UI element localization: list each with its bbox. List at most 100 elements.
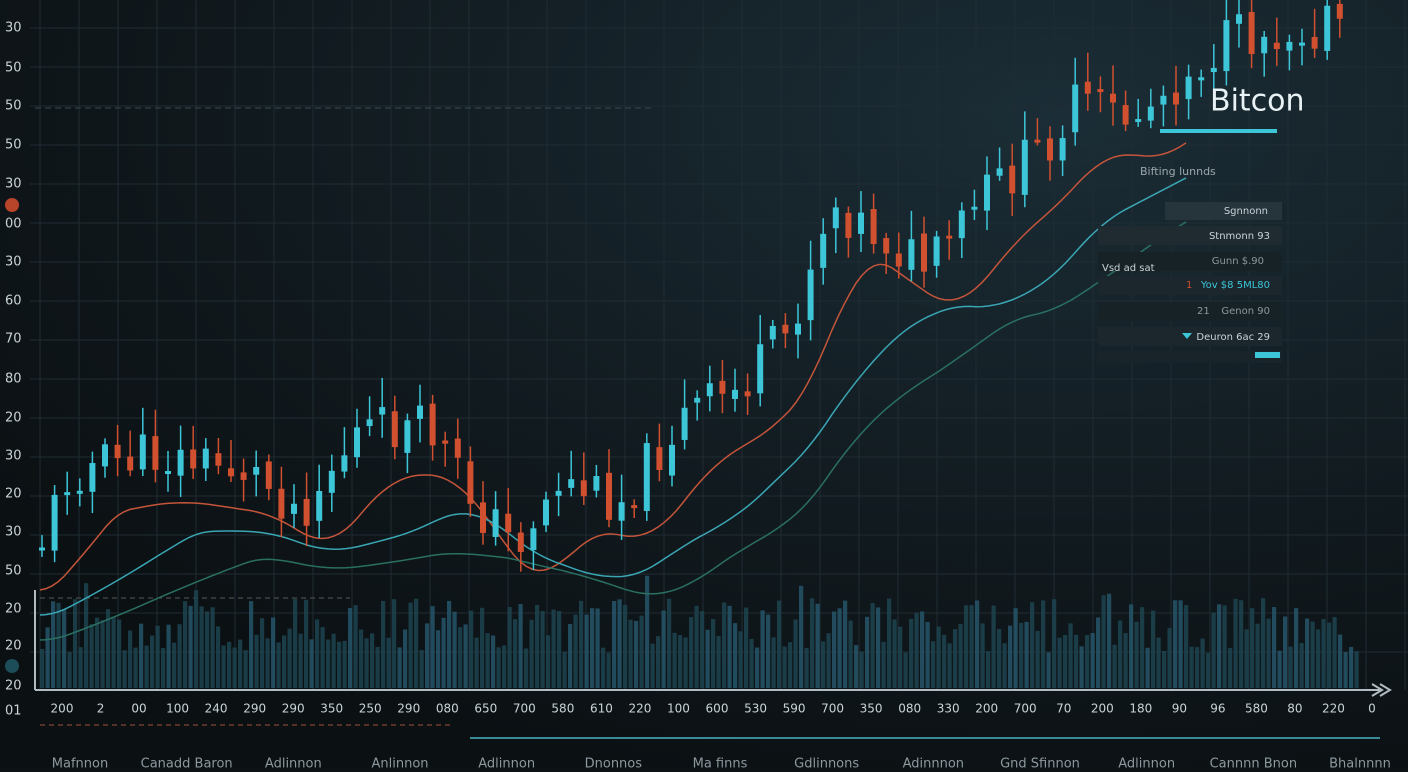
volume-bar [1024, 621, 1029, 688]
indicator [5, 198, 19, 212]
volume [40, 575, 1359, 688]
volume-bar [320, 627, 325, 688]
candle-body [1147, 106, 1154, 121]
volume-bar [810, 598, 815, 688]
volume-bar [881, 641, 886, 688]
volume-bar [309, 639, 314, 688]
volume-bar [1178, 600, 1183, 688]
volume-bar [45, 627, 50, 688]
volume-bar [843, 600, 848, 688]
candle-body [568, 479, 575, 488]
x-axis-label: 80 [1287, 702, 1302, 716]
volume-bar [568, 624, 573, 688]
x-axis-label: 700 [513, 702, 536, 716]
volume-bar [964, 605, 969, 688]
volume-bar [326, 639, 331, 688]
volume-bar [1035, 631, 1040, 688]
volume-bar [1134, 621, 1139, 688]
volume-bar [601, 647, 606, 688]
panel-text: Sgnnonn [1224, 206, 1268, 217]
candle-body [555, 490, 562, 496]
volume-bar [282, 635, 287, 688]
volume-bar [546, 635, 551, 688]
volume-bar [1074, 634, 1079, 688]
title: Bitcon [1210, 84, 1305, 119]
volume-bar [238, 639, 243, 688]
volume-bar [1255, 623, 1260, 688]
volume-bar [975, 600, 980, 688]
volume-bar [1140, 607, 1145, 688]
x-axis-label: 220 [1322, 702, 1345, 716]
volume-bar [183, 601, 188, 688]
candle-body [946, 235, 953, 239]
candle-body [858, 212, 864, 234]
candle-body [669, 444, 675, 476]
y-axis-label: 20 [5, 679, 22, 694]
volume-bar [100, 620, 105, 688]
volume-bar [1013, 608, 1018, 688]
candle-body [265, 461, 272, 489]
volume-bar [419, 649, 424, 688]
candle-body [681, 407, 688, 440]
volume-bar [298, 633, 303, 688]
x-axis-label: 200 [51, 702, 74, 716]
candle-body [1122, 105, 1129, 125]
y-axis-label: 50 [5, 61, 22, 76]
candle-body [1160, 95, 1167, 105]
x-axis-label: 290 [397, 702, 420, 716]
candle-body [366, 419, 373, 427]
x-axis-label: 220 [628, 702, 651, 716]
x-axis-label: 100 [166, 702, 189, 716]
volume-bar [1305, 618, 1310, 688]
x-axis-label: 610 [590, 702, 613, 716]
volume-bar [628, 619, 633, 688]
volume-bar [458, 627, 463, 688]
candle-body [933, 236, 940, 266]
volume-bar [595, 608, 600, 688]
panel-row [1098, 327, 1282, 346]
volume-bar [826, 633, 831, 688]
candle-body [1248, 11, 1255, 55]
volume-bar [1052, 599, 1057, 688]
y-axis-label: 50 [5, 99, 22, 114]
volume-bar [1211, 612, 1216, 688]
volume-bar [287, 628, 292, 688]
volume-bar [331, 633, 336, 688]
volume-bar [348, 607, 353, 688]
candle-body [694, 397, 701, 403]
panel-row [1165, 202, 1282, 220]
candle-body [769, 325, 776, 340]
candle-body [303, 498, 310, 526]
volume-bar [1090, 633, 1095, 688]
candle-body [240, 472, 247, 480]
candle-body [291, 503, 297, 514]
volume-bar [172, 642, 177, 688]
candle-body [190, 449, 197, 469]
candle-body [1047, 138, 1053, 161]
panel-text: Vsd ad sat [1102, 263, 1155, 274]
volume-bar [51, 601, 56, 688]
x-axis-label: 580 [1245, 702, 1268, 716]
volume-bar [579, 600, 584, 688]
indicator [5, 659, 19, 673]
candle-body [971, 206, 978, 210]
panel-text: Yov $8 5ML80 [1200, 280, 1270, 291]
y-axis-label: 20 [5, 639, 22, 654]
volume-bar [139, 623, 144, 688]
y-axis-label: 20 [5, 487, 22, 502]
volume-bar [67, 652, 72, 688]
moving-average [39, 221, 1187, 641]
volume-bar [1112, 644, 1117, 688]
candle-body [64, 492, 71, 496]
volume-bar [513, 619, 518, 688]
volume-bar [744, 607, 749, 688]
x-axis-label: 200 [975, 702, 998, 716]
x-axis-label: 200 [1091, 702, 1114, 716]
y-axis-label: 70 [5, 332, 22, 347]
volume-bar [265, 638, 270, 688]
candle-body [618, 502, 625, 521]
volume-bar [1244, 629, 1249, 688]
candle-body [417, 405, 423, 419]
volume-bar [375, 646, 380, 688]
volume-bar [865, 616, 870, 688]
